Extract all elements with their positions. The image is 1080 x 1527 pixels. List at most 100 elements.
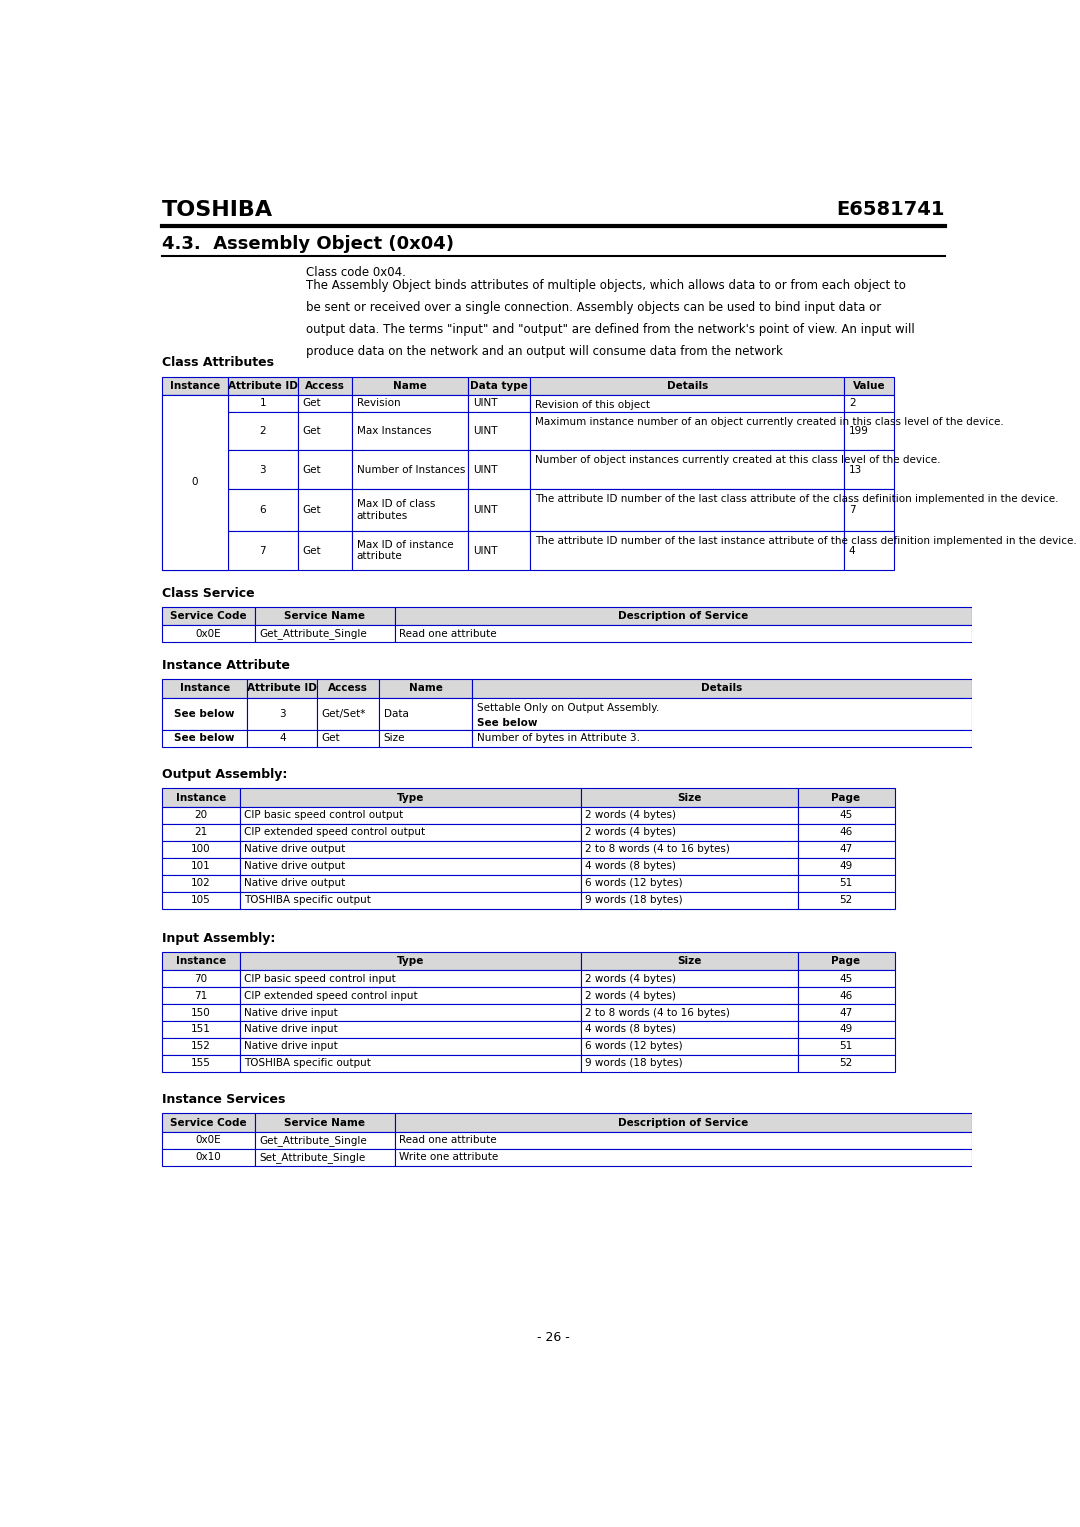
Bar [581,951,798,970]
Bar [469,395,530,412]
Bar [352,489,469,531]
Bar [240,875,581,892]
Bar [255,1113,394,1132]
Text: 49: 49 [839,1025,853,1034]
Bar [352,395,469,412]
Bar [240,892,581,909]
Text: 13: 13 [849,464,862,475]
Bar [581,1022,798,1038]
Text: Get: Get [322,733,340,744]
Bar [581,806,798,825]
Text: CIP basic speed control output: CIP basic speed control output [244,811,404,820]
Bar [162,450,228,489]
Text: Get: Get [302,426,321,437]
Text: Page: Page [832,956,861,967]
Bar [469,450,530,489]
Bar [228,450,298,489]
Bar [472,698,972,730]
Text: 7: 7 [259,545,266,556]
Bar [379,730,472,747]
Text: 47: 47 [839,844,853,854]
Text: CIP extended speed control input: CIP extended speed control input [244,991,418,1000]
Text: The attribute ID number of the last instance attribute of the class definition i: The attribute ID number of the last inst… [535,536,1077,545]
Bar [162,1022,240,1038]
Bar [162,531,228,570]
Text: Settable Only on Output Assembly.: Settable Only on Output Assembly. [476,702,659,713]
Bar [162,395,228,570]
Bar [845,531,894,570]
Bar [394,625,972,643]
Bar [352,377,469,395]
Text: Details: Details [701,684,743,693]
Bar [581,1005,798,1022]
Bar [845,395,894,412]
Text: 2 words (4 bytes): 2 words (4 bytes) [585,991,676,1000]
Text: Name: Name [408,684,443,693]
Bar [798,1038,894,1055]
Text: Revision: Revision [356,399,401,408]
Bar [845,377,894,395]
Text: Number of Instances: Number of Instances [356,464,465,475]
Text: 2 words (4 bytes): 2 words (4 bytes) [585,811,676,820]
Bar [228,489,298,531]
Text: Data type: Data type [470,380,528,391]
Text: 45: 45 [839,974,853,983]
Bar [379,680,472,698]
Bar [352,531,469,570]
Text: TOSHIBA specific output: TOSHIBA specific output [244,1058,372,1069]
Bar [318,730,379,747]
Text: Native drive output: Native drive output [244,878,346,889]
Text: 105: 105 [191,895,211,906]
Text: Number of bytes in Attribute 3.: Number of bytes in Attribute 3. [476,733,639,744]
Bar [798,858,894,875]
Bar [798,892,894,909]
Text: Class Attributes: Class Attributes [162,356,274,370]
Bar [240,858,581,875]
Text: Instance: Instance [170,380,220,391]
Text: Max ID of instance
attribute: Max ID of instance attribute [356,539,454,562]
Text: Instance Services: Instance Services [162,1093,285,1107]
Text: 21: 21 [194,828,207,837]
Text: - 26 -: - 26 - [537,1330,570,1344]
Text: 46: 46 [839,828,853,837]
Bar [240,951,581,970]
Bar [469,377,530,395]
Bar [240,1038,581,1055]
Text: 0x0E: 0x0E [195,1136,221,1145]
Text: Maximum instance number of an object currently created in this class level of th: Maximum instance number of an object cur… [535,417,1003,426]
Bar [228,412,298,450]
Text: Service Code: Service Code [171,1118,247,1127]
Text: See below: See below [175,709,235,719]
Bar [798,875,894,892]
Bar [255,1132,394,1148]
Text: Max ID of class
attributes: Max ID of class attributes [356,499,435,521]
Text: Size: Size [677,956,701,967]
Bar [318,680,379,698]
Text: Size: Size [383,733,405,744]
Text: Class Service: Class Service [162,586,255,600]
Text: 51: 51 [839,878,853,889]
Bar [162,1005,240,1022]
Bar [162,377,228,395]
Bar [798,788,894,806]
Bar [581,1055,798,1072]
Text: 2: 2 [849,399,855,408]
Bar [798,970,894,986]
Text: 6 words (12 bytes): 6 words (12 bytes) [585,878,683,889]
Text: 45: 45 [839,811,853,820]
Text: 4: 4 [849,545,855,556]
Text: 70: 70 [194,974,207,983]
Text: 6 words (12 bytes): 6 words (12 bytes) [585,1041,683,1052]
Bar [798,825,894,841]
Bar [240,806,581,825]
Bar [162,892,240,909]
Bar [298,489,352,531]
Text: Instance: Instance [179,684,230,693]
Bar [162,412,228,450]
Text: 155: 155 [191,1058,211,1069]
Text: 0: 0 [192,478,199,487]
Text: 2 words (4 bytes): 2 words (4 bytes) [585,974,676,983]
Bar [530,450,845,489]
Text: Native drive output: Native drive output [244,844,346,854]
Bar [162,395,228,412]
